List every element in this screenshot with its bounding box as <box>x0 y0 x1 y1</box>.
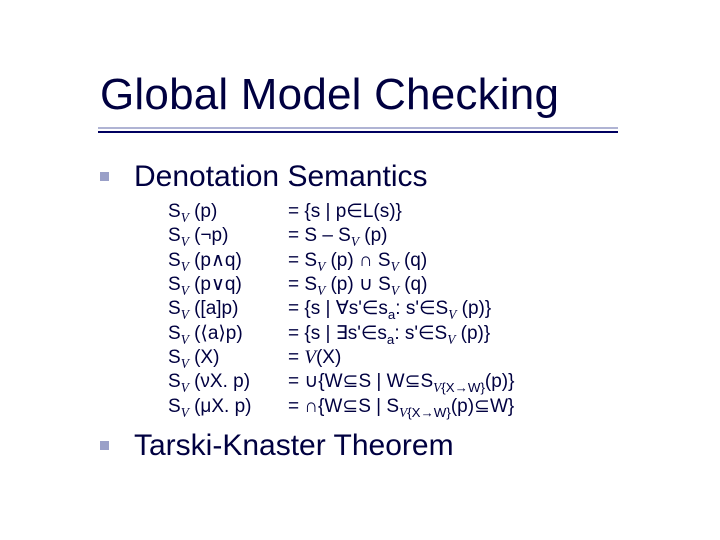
equation-row: SV (p∨q) = SV (p) ∪ SV (q) <box>168 273 660 297</box>
eq-rhs: = V(X) <box>288 346 341 370</box>
eq-rhs: = {s | ∃s'∈sa: s'∈SV (p)} <box>288 322 490 346</box>
equation-row: SV (μX. p) = ∩{W⊆S | SV{X→W}(p)⊆W} <box>168 395 660 419</box>
eq-lhs: SV (X) <box>168 346 288 370</box>
eq-lhs: SV (μX. p) <box>168 395 288 419</box>
eq-rhs: = S – SV (p) <box>288 224 387 248</box>
eq-rhs: = {s | ∀s'∈sa: s'∈SV (p)} <box>288 297 491 321</box>
equation-row: SV (X) = V(X) <box>168 346 660 370</box>
eq-rhs: = {s | p∈L(s)} <box>288 200 402 224</box>
square-bullet-icon <box>100 160 134 181</box>
bullet-label: Denotation Semantics <box>134 160 428 194</box>
bullet-tarski: Tarski-Knaster Theorem <box>100 429 660 463</box>
eq-lhs: SV (νX. p) <box>168 370 288 394</box>
equation-row: SV (⟨a⟩p) = {s | ∃s'∈sa: s'∈SV (p)} <box>168 322 660 346</box>
eq-lhs: SV (p∨q) <box>168 273 288 297</box>
slide-title: Global Model Checking <box>100 70 559 120</box>
eq-rhs: = SV (p) ∩ SV (q) <box>288 249 427 273</box>
equation-row: SV (p∧q) = SV (p) ∩ SV (q) <box>168 249 660 273</box>
equation-row: SV (νX. p) = ∪{W⊆S | W⊆SV{X→W}(p)} <box>168 370 660 394</box>
eq-lhs: SV (p) <box>168 200 288 224</box>
slide: Global Model Checking Denotation Semanti… <box>0 0 720 540</box>
square-bullet-icon <box>100 429 134 450</box>
eq-lhs: SV (¬p) <box>168 224 288 248</box>
equation-block: SV (p) = {s | p∈L(s)} SV (¬p) = S – SV (… <box>168 200 660 419</box>
eq-rhs: = ∩{W⊆S | SV{X→W}(p)⊆W} <box>288 395 514 419</box>
eq-lhs: SV (p∧q) <box>168 249 288 273</box>
slide-body: Denotation Semantics SV (p) = {s | p∈L(s… <box>100 160 660 469</box>
rule-bottom <box>98 131 618 133</box>
eq-rhs: = SV (p) ∪ SV (q) <box>288 273 427 297</box>
bullet-denotation: Denotation Semantics <box>100 160 660 194</box>
bullet-label: Tarski-Knaster Theorem <box>134 429 454 463</box>
eq-lhs: SV (⟨a⟩p) <box>168 322 288 346</box>
rule-top <box>98 127 618 129</box>
equation-row: SV (¬p) = S – SV (p) <box>168 224 660 248</box>
eq-lhs: SV ([a]p) <box>168 297 288 321</box>
equation-row: SV (p) = {s | p∈L(s)} <box>168 200 660 224</box>
equation-row: SV ([a]p) = {s | ∀s'∈sa: s'∈SV (p)} <box>168 297 660 321</box>
eq-rhs: = ∪{W⊆S | W⊆SV{X→W}(p)} <box>288 370 514 394</box>
